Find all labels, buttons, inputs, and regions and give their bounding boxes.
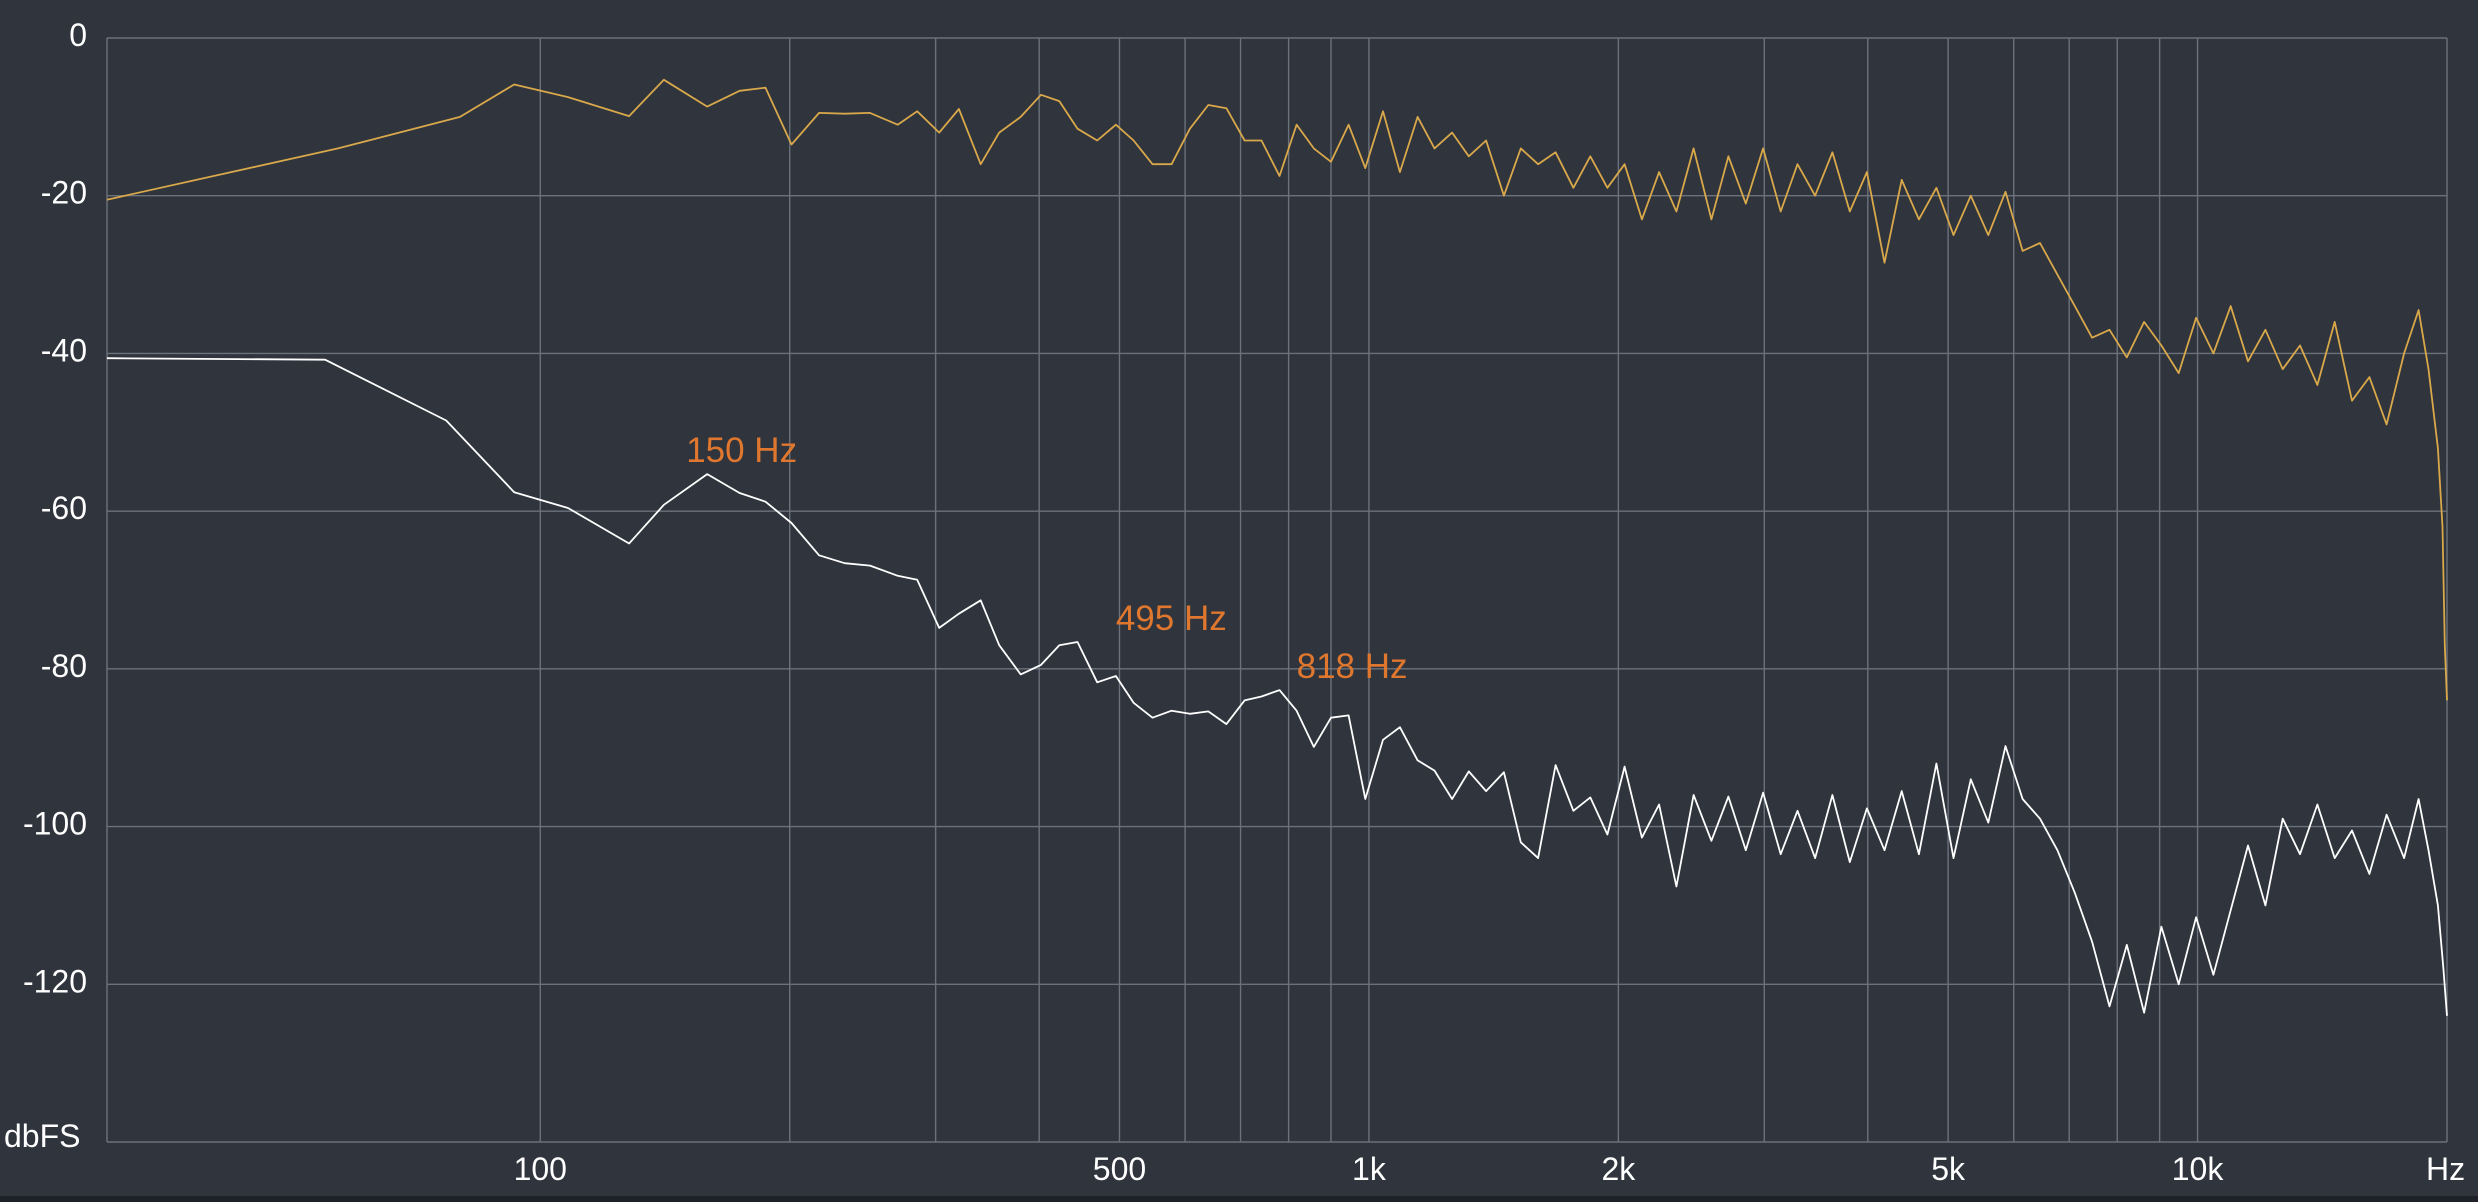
- series-layer: [106, 78, 2448, 1016]
- peak-label: 495 Hz: [1116, 599, 1227, 638]
- series-line-1: [106, 78, 2448, 701]
- x-gridlines: [106, 38, 2448, 1142]
- peak-label: 150 Hz: [686, 431, 797, 470]
- x-tick-label: 500: [1093, 1151, 1146, 1187]
- y-tick-label: -100: [23, 806, 87, 842]
- y-tick-label: -120: [23, 963, 87, 999]
- bottom-edge-bar: [0, 1196, 2478, 1202]
- y-tick-label: -40: [41, 332, 87, 368]
- peak-label: 818 Hz: [1297, 647, 1408, 686]
- x-tick-label: 100: [514, 1151, 567, 1187]
- y-tick-label: -80: [41, 648, 87, 684]
- y-axis-labels: 0 -20 -40 -60 -80 -100 -120: [23, 17, 87, 999]
- y-tick-label: -60: [41, 490, 87, 526]
- peak-annotations: 150 Hz 495 Hz 818 Hz: [686, 431, 1407, 686]
- x-axis-unit-label: Hz: [2426, 1151, 2465, 1187]
- y-axis-unit-label: dbFS: [4, 1118, 80, 1154]
- x-tick-label: 10k: [2172, 1151, 2225, 1187]
- series-line-2: [106, 357, 2448, 1016]
- x-tick-label: 2k: [1601, 1151, 1636, 1187]
- y-tick-label: -20: [41, 175, 87, 211]
- x-axis-labels: 100 500 1k 2k 5k 10k: [514, 1151, 2225, 1187]
- x-tick-label: 5k: [1931, 1151, 1966, 1187]
- y-tick-label: 0: [69, 17, 87, 53]
- y-gridlines: [107, 37, 2447, 1143]
- x-tick-label: 1k: [1352, 1151, 1387, 1187]
